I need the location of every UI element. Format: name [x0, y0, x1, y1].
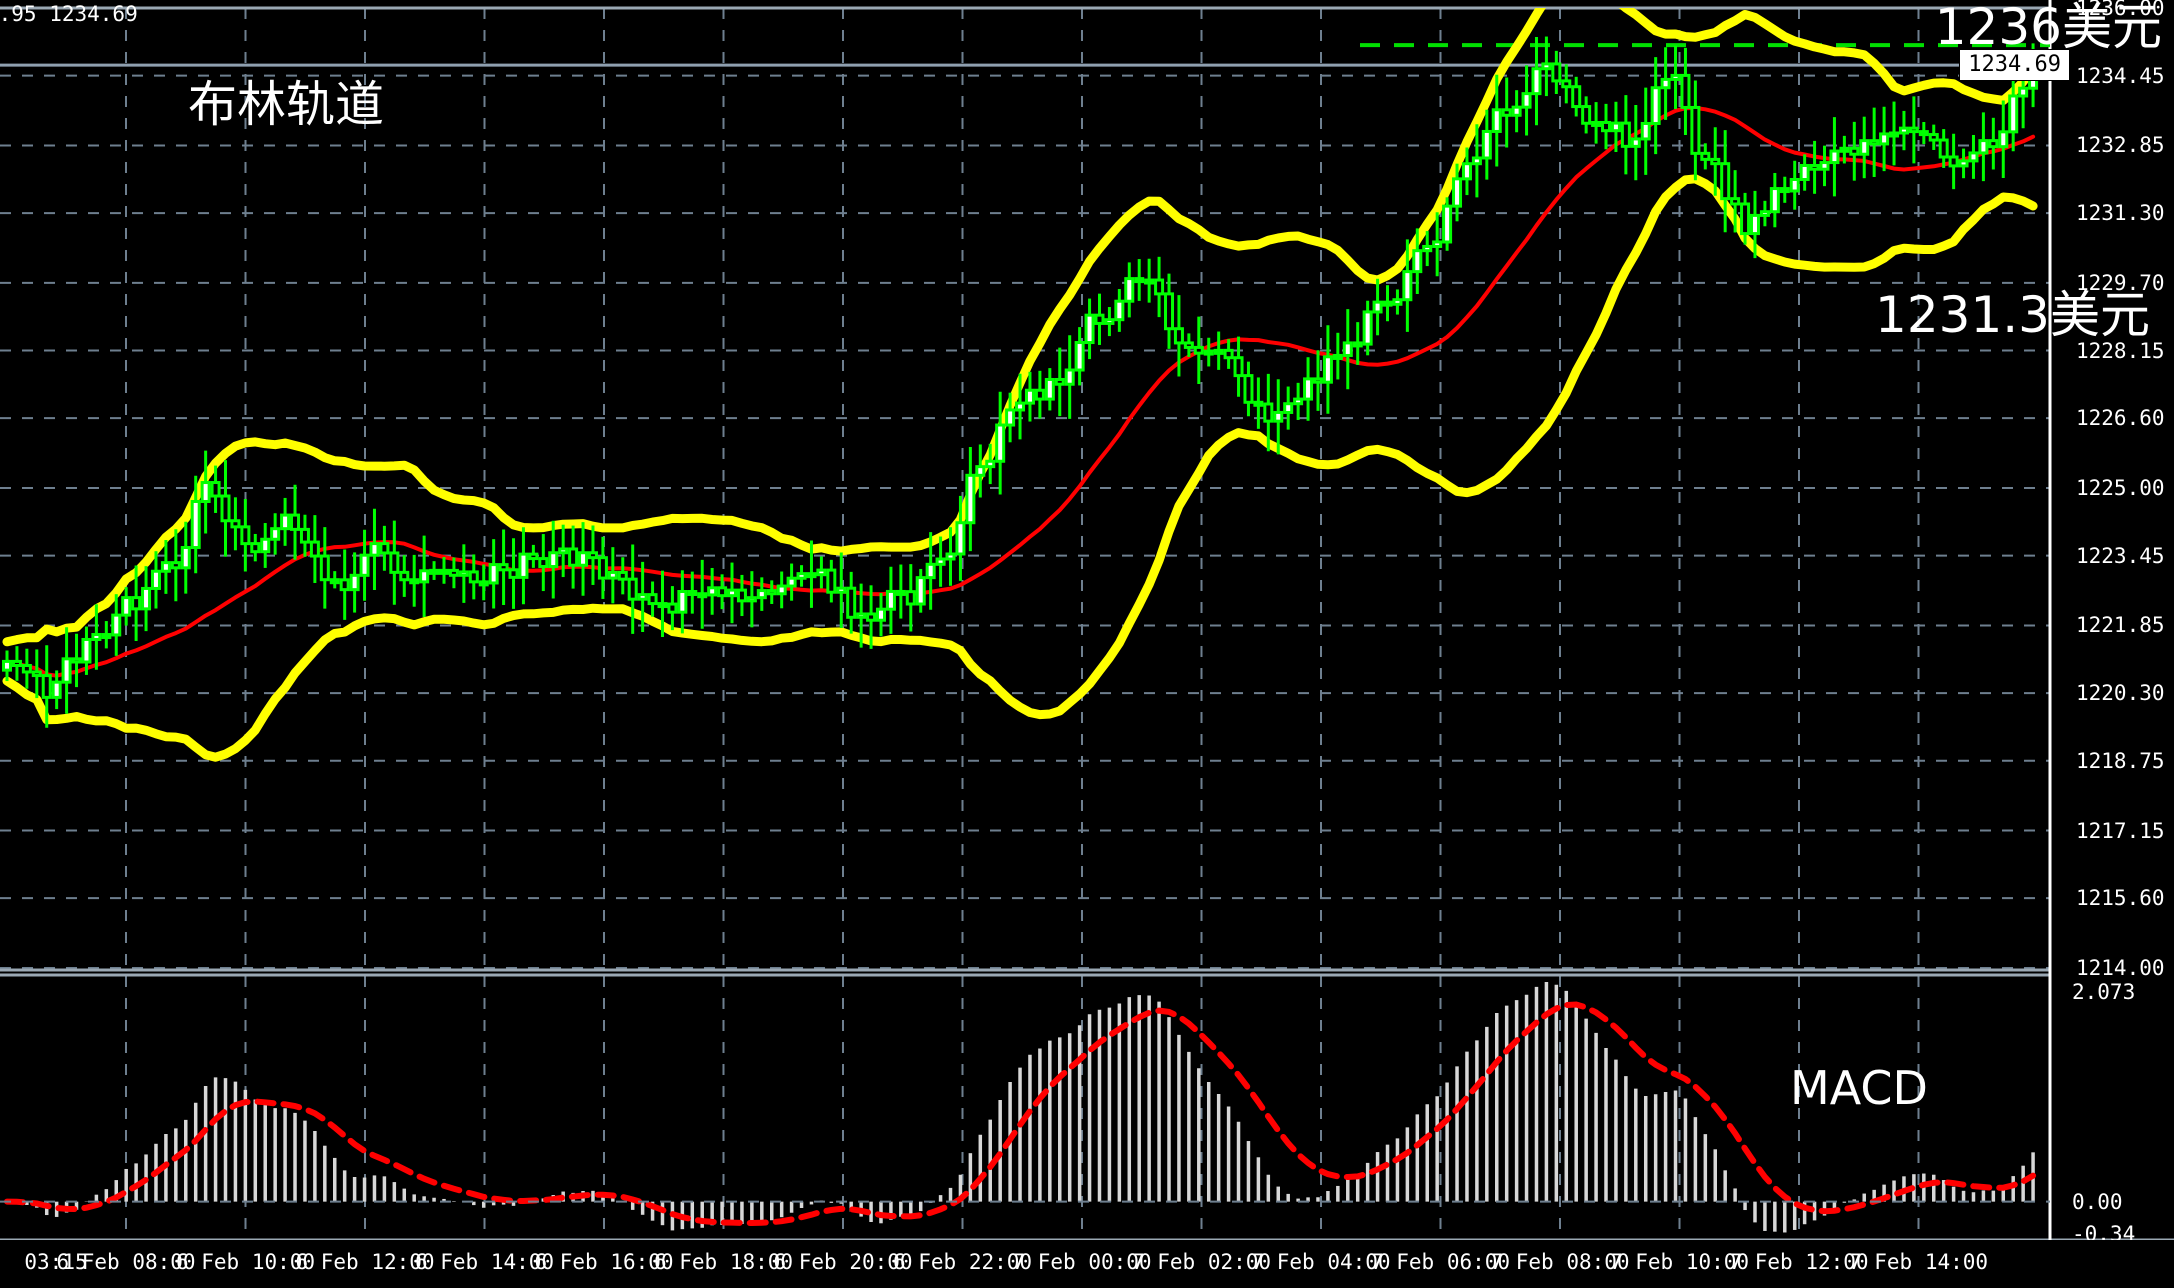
price-axis-label: 1225.00	[2076, 476, 2165, 500]
bottom-strip	[0, 1278, 2174, 1288]
price-axis-label: 1214.00	[2076, 956, 2165, 980]
time-axis-label: 6 Feb 16:00	[534, 1250, 674, 1274]
price-axis-label: 1231.30	[2076, 201, 2165, 226]
time-axis-label: 7 Feb 04:00	[1251, 1250, 1391, 1274]
price-axis-label: 1232.85	[2076, 133, 2165, 158]
time-axis-label: 6 Feb 10:00	[175, 1250, 316, 1274]
time-axis-label: 7 Feb 14:00	[1848, 1250, 1989, 1274]
time-axis-label: 6 Feb 18:00	[653, 1250, 794, 1274]
annotation-upper-price: 1236美元	[1934, 0, 2162, 56]
price-axis-label: 1215.60	[2076, 886, 2165, 911]
price-axis-label: 1226.60	[2076, 406, 2165, 431]
price-axis-label: 1223.45	[2076, 543, 2165, 568]
price-axis-label: 1236.00	[2076, 0, 2165, 20]
price-axis-label: 1220.30	[2076, 681, 2165, 706]
quote-readout: 3.95 1234.69	[0, 2, 138, 26]
time-axis-label: 7 Feb 00:00	[1012, 1250, 1152, 1274]
current-price-tag: 1234.69	[1959, 49, 2070, 82]
time-axis-label: 6 Feb 20:00	[773, 1250, 913, 1274]
time-axis-label: 6 Feb 22:00	[892, 1250, 1033, 1274]
price-axis-label: 1221.85	[2076, 613, 2165, 638]
time-axis-label: 7 Feb 02:00	[1131, 1250, 1272, 1274]
price-axis-label: 1217.15	[2076, 818, 2165, 843]
time-axis-label: 7 Feb 10:00	[1609, 1250, 1750, 1274]
time-axis-label: 03:15	[24, 1250, 88, 1274]
time-axis-label: 7 Feb 08:00	[1490, 1250, 1630, 1274]
time-axis-label: 6 Feb 12:00	[295, 1250, 435, 1274]
annotation-bollinger: 布林轨道	[188, 76, 385, 133]
macd-axis-label: 2.073	[2072, 980, 2136, 1004]
price-axis-label: 1218.75	[2076, 748, 2165, 773]
time-axis-label: 7 Feb 06:00	[1370, 1250, 1511, 1274]
macd-axis-label: 0.00	[2072, 1189, 2123, 1214]
annotation-macd: MACD	[1790, 1061, 1928, 1115]
annotation-lower-price: 1231.3美元	[1875, 286, 2150, 344]
price-axis[interactable]: 1236.00 1234.45 1232.85 1231.30 1229.70 1228.…	[2050, 0, 2174, 1288]
price-axis-label: 1229.70	[2076, 270, 2165, 295]
time-axis-label: 7 Feb 12:00	[1729, 1250, 1869, 1274]
price-axis-label: 1228.15	[2076, 338, 2165, 363]
price-axis-label: 1234.45	[2076, 63, 2165, 88]
time-axis-label: 6 Feb 08:00	[56, 1250, 196, 1274]
time-axis-label: 6 Feb 14:00	[414, 1250, 555, 1274]
